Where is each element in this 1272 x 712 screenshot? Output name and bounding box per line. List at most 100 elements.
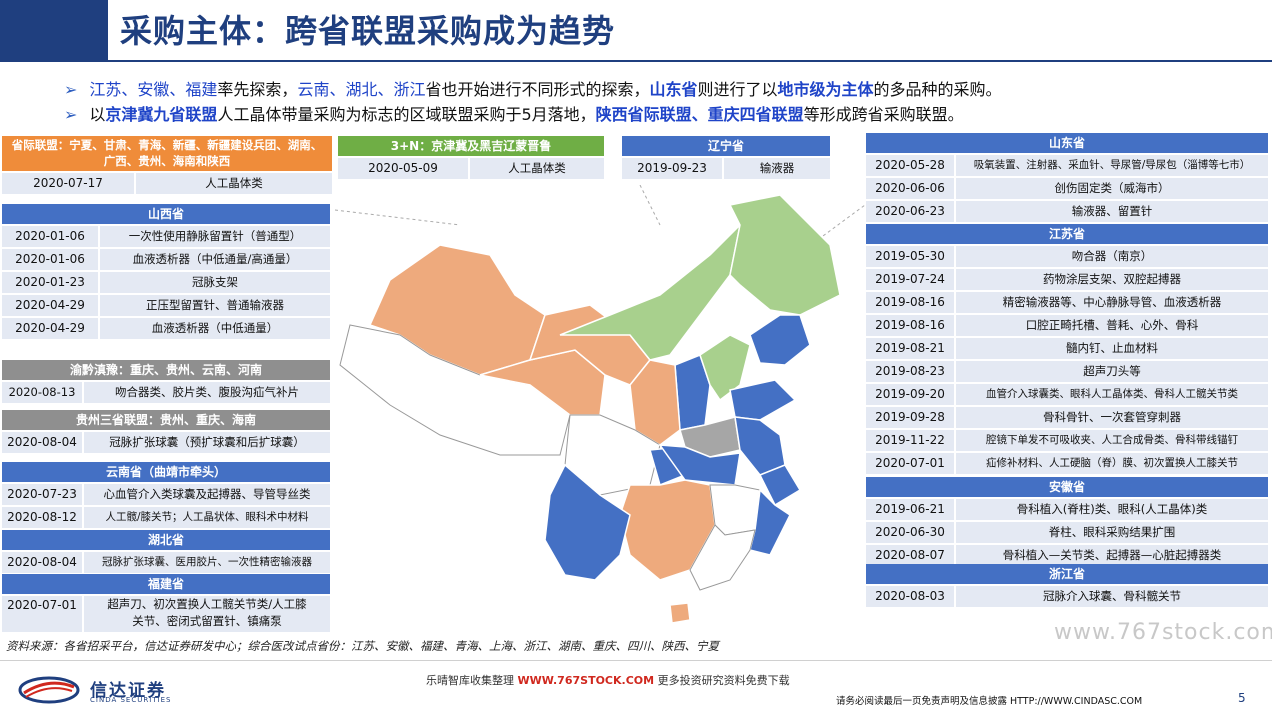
bullet-1: ➢ 江苏、安徽、福建率先探索，云南、湖北、浙江省也开始进行不同形式的探索，山东省则… (64, 76, 1002, 100)
bullet-1-part: 云南、湖北、浙江 (297, 80, 426, 99)
table-row: 2019-08-23 超声刀头等 (866, 361, 1268, 382)
date-cell: 2019-09-28 (866, 407, 954, 428)
table-shanxi: 山西省 2020-01-06 一次性使用静脉留置针（普通型） 2020-01-06… (2, 204, 330, 339)
table-jiangsu: 江苏省 2019-05-30 吻合器（南京） 2019-07-24 药物涂层支架、双… (866, 224, 1268, 474)
date-cell: 2019-06-21 (866, 499, 954, 520)
table-row: 2020-04-29 正压型留置针、普通输液器 (2, 295, 330, 316)
item-cell: 腔镜下单发不可吸收夹、人工合成骨类、骨科带线锚钉 (956, 430, 1268, 451)
table-row: 2019-09-20 血管介入球囊类、眼科人工晶体类、骨科人工髋关节类 (866, 384, 1268, 405)
date-cell: 2020-08-03 (866, 586, 954, 607)
table-row: 2020-08-04 冠脉扩张球囊（预扩球囊和后扩球囊） (2, 432, 330, 453)
item-cell: 超声刀、初次置换人工髋关节类/人工膝 关节、密闭式留置针、镇痛泵 (84, 596, 330, 632)
item-cell: 一次性使用静脉留置针（普通型） (100, 226, 330, 247)
date-cell: 2020-01-23 (2, 272, 98, 293)
date-cell: 2019-05-30 (866, 246, 954, 267)
promo-text: 乐晴智库收集整理 WWW.767STOCK.COM 更多投资研究资料免费下载 (426, 672, 790, 688)
item-cell: 冠脉扩张球囊、医用胶片、一次性精密输液器 (84, 552, 330, 573)
table-row: 2020-07-17 人工晶体类 (2, 173, 332, 194)
date-cell: 2020-07-01 (2, 596, 82, 632)
leader-line (334, 209, 461, 226)
table-guizhou-alliance: 贵州三省联盟：贵州、重庆、海南 2020-08-04 冠脉扩张球囊（预扩球囊和后扩… (2, 410, 330, 453)
table-fujian: 福建省 2020-07-01 超声刀、初次置换人工髋关节类/人工膝 关节、密闭式… (2, 574, 330, 632)
date-cell: 2019-09-20 (866, 384, 954, 405)
region-shandong (729, 379, 797, 421)
item-cell: 精密输液器等、中心静脉导管、血液透析器 (956, 292, 1268, 313)
item-cell: 吻合器（南京） (956, 246, 1268, 267)
bullet-2-part: 京津冀九省联盟 (105, 105, 218, 124)
watermark: www.767stock.com (1054, 620, 1272, 645)
region-yunnan (544, 463, 631, 581)
table-header: 浙江省 (866, 564, 1268, 584)
table-row: 2019-06-21 骨科植入(脊柱)类、眼科(人工晶体)类 (866, 499, 1268, 520)
region-northeast (728, 194, 841, 316)
promo-url-link[interactable]: WWW.767STOCK.COM (517, 674, 655, 687)
date-cell: 2020-08-07 (866, 545, 954, 566)
date-cell: 2020-05-28 (866, 155, 954, 176)
logo-text-cn: 信达证券 (90, 681, 166, 701)
bullet-1-part: 山东省 (649, 80, 698, 99)
table-jjj-alliance: 3+N：京津冀及黑吉辽蒙晋鲁 2020-05-09 人工晶体类 (338, 136, 604, 179)
date-cell: 2020-01-06 (2, 226, 98, 247)
table-row: 2020-08-03 冠脉介入球囊、骨科髋关节 (866, 586, 1268, 607)
region-tibet (339, 324, 571, 456)
region-liaoning (749, 314, 811, 366)
item-cell: 吸氧装置、注射器、采血针、导尿管/导尿包（淄博等七市） (956, 155, 1268, 176)
table-row: 2020-06-06 创伤固定类（威海市） (866, 178, 1268, 199)
region-jiangsu-anhui (734, 416, 786, 476)
item-cell: 血管介入球囊类、眼科人工晶体类、骨科人工髋关节类 (956, 384, 1268, 405)
date-cell: 2020-06-06 (866, 178, 954, 199)
item-cell: 骨科骨针、一次套管穿刺器 (956, 407, 1268, 428)
title-accent-bar (0, 0, 108, 60)
item-cell: 人工晶体类 (136, 173, 332, 194)
table-row: 2019-08-16 口腔正畸托槽、普耗、心外、骨科 (866, 315, 1268, 336)
date-cell: 2020-07-23 (2, 484, 82, 505)
table-row: 2019-09-28 骨科骨针、一次套管穿刺器 (866, 407, 1268, 428)
leader-line (639, 185, 661, 226)
item-cell: 血液透析器（中低通量/高通量） (100, 249, 330, 270)
bullet-1-part: 率先探索， (217, 80, 298, 99)
date-cell: 2020-08-04 (2, 552, 82, 573)
table-header: 江苏省 (866, 224, 1268, 244)
table-provincial-alliance: 省际联盟：宁夏、甘肃、青海、新疆、新疆建设兵团、湖南、 广西、贵州、海南和陕西 … (2, 136, 332, 194)
arrow-bullet-icon: ➢ (64, 105, 78, 124)
date-cell: 2019-11-22 (866, 430, 954, 451)
date-cell: 2020-04-29 (2, 318, 98, 339)
page-number: 5 (1238, 691, 1246, 705)
table-row: 2020-07-01 疝修补材料、人工硬脑（脊）膜、初次置换人工膝关节 (866, 453, 1268, 474)
item-cell: 冠脉扩张球囊（预扩球囊和后扩球囊） (84, 432, 330, 453)
region-guangdong (689, 524, 756, 591)
item-cell: 血液透析器（中低通量） (100, 318, 330, 339)
item-cell: 疝修补材料、人工硬脑（脊）膜、初次置换人工膝关节 (956, 453, 1268, 474)
table-header: 安徽省 (866, 477, 1268, 497)
bullet-2-part: 陕西省际联盟、重庆四省联盟 (595, 105, 804, 124)
table-liaoning: 辽宁省 2019-09-23 输液器 (622, 136, 830, 179)
table-hubei: 湖北省 2020-08-04 冠脉扩张球囊、医用胶片、一次性精密输液器 (2, 530, 330, 573)
date-cell: 2020-07-01 (866, 453, 954, 474)
logo-text-en: CINDA SECURITIES (90, 696, 172, 704)
item-cell: 冠脉支架 (100, 272, 330, 293)
date-cell: 2020-08-13 (2, 382, 82, 403)
table-row: 2020-01-23 冠脉支架 (2, 272, 330, 293)
date-cell: 2020-05-09 (338, 158, 468, 179)
table-row: 2020-05-28 吸氧装置、注射器、采血针、导尿管/导尿包（淄博等七市） (866, 155, 1268, 176)
table-row: 2019-09-23 输液器 (622, 158, 830, 179)
bullet-2-part: 人工晶体带量采购为标志的区域联盟采购于5月落地， (217, 105, 596, 124)
table-row: 2020-06-23 输液器、留置针 (866, 201, 1268, 222)
region-hainan (669, 602, 691, 624)
table-row: 2020-07-01 超声刀、初次置换人工髋关节类/人工膝 关节、密闭式留置针、… (2, 596, 330, 632)
china-map (334, 185, 866, 624)
table-row: 2020-07-23 心血管介入类球囊及起搏器、导管导丝类 (2, 484, 330, 505)
item-cell: 吻合器类、胶片类、腹股沟疝气补片 (84, 382, 330, 403)
date-cell: 2020-08-04 (2, 432, 82, 453)
table-row: 2020-05-09 人工晶体类 (338, 158, 604, 179)
item-line: 超声刀、初次置换人工髋关节类/人工膝 (107, 597, 307, 611)
date-cell: 2019-07-24 (866, 269, 954, 290)
item-cell: 冠脉介入球囊、骨科髋关节 (956, 586, 1268, 607)
promo-part: 更多投资研究资料免费下载 (657, 674, 790, 687)
table-row: 2020-01-06 血液透析器（中低通量/高通量） (2, 249, 330, 270)
region-zhejiang (758, 464, 802, 507)
item-cell: 超声刀头等 (956, 361, 1268, 382)
region-hebei (699, 334, 751, 402)
bullet-1-part: 省也开始进行不同形式的探索， (425, 80, 650, 99)
table-row: 2019-07-24 药物涂层支架、双腔起搏器 (866, 269, 1268, 290)
